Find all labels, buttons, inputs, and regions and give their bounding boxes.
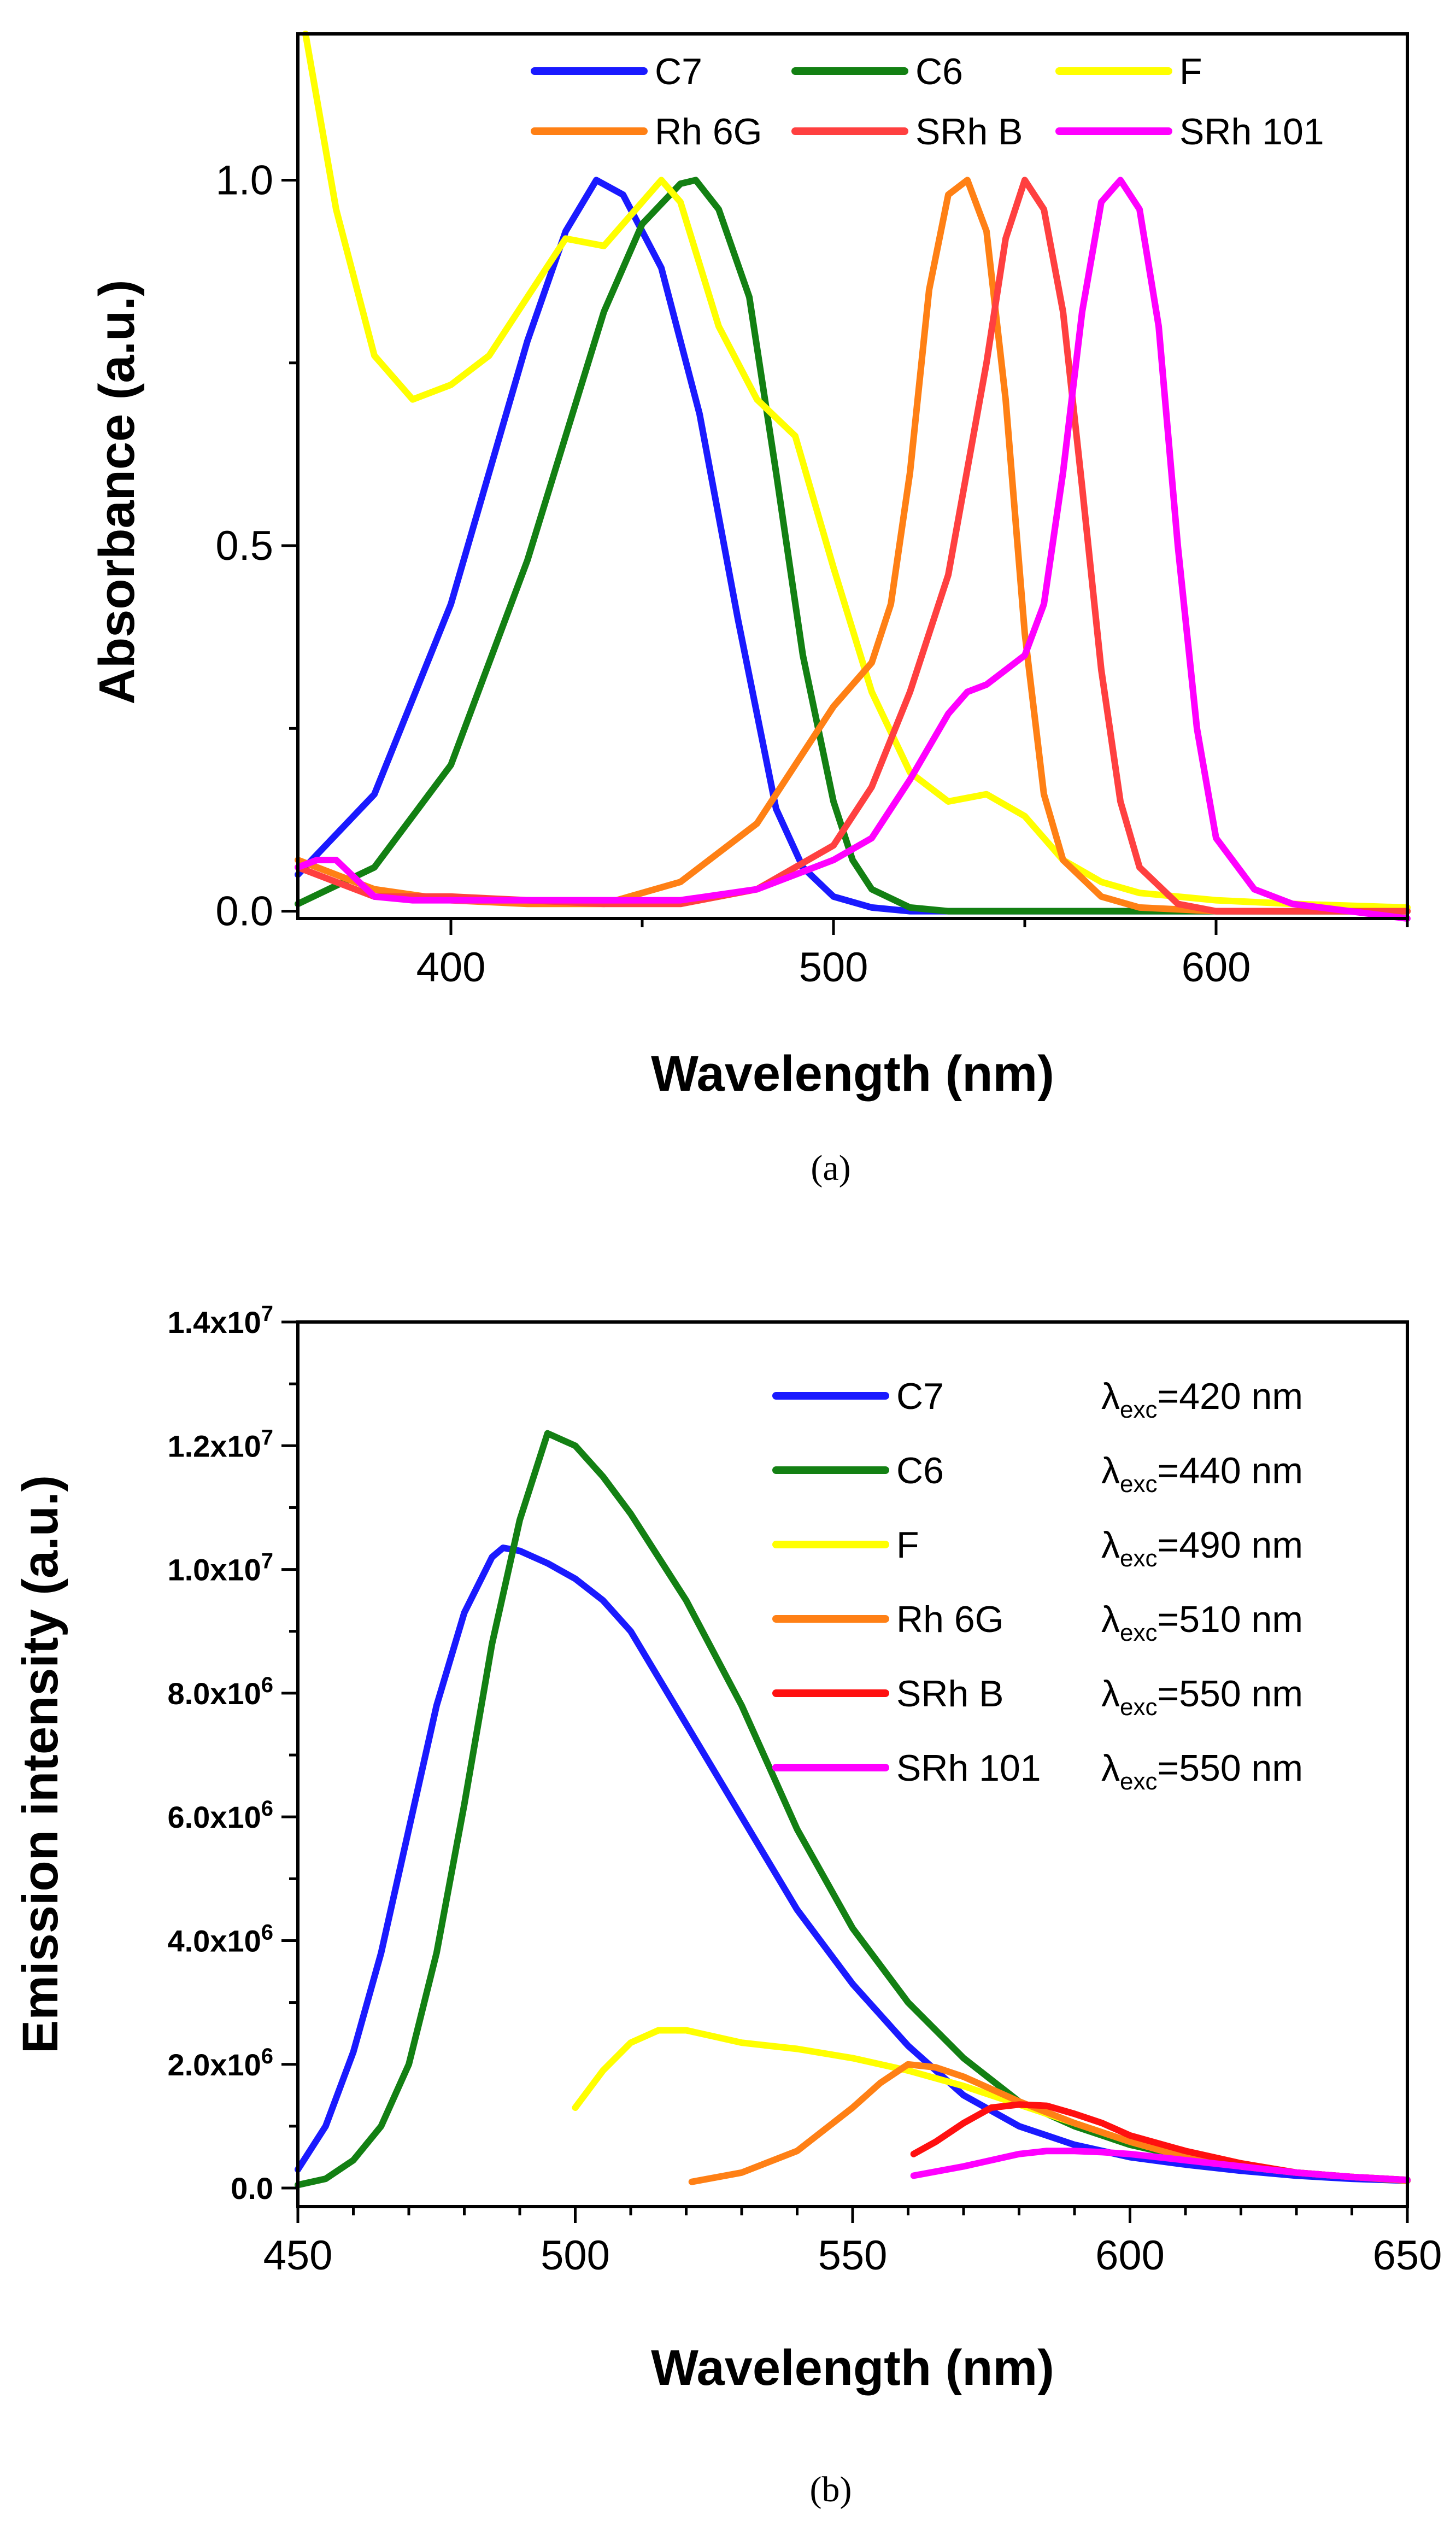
chart-b-y-tick-label: 1.2x107 <box>167 1425 273 1463</box>
chart-b-series-srh-b <box>910 2101 1411 2184</box>
chart-b-legend: C7 λexc=420 nm C6 λexc=440 nm F λexc=490 nm Rh… <box>772 1376 1303 1795</box>
chart-b-y-tick-label: 1.0x107 <box>167 1549 273 1587</box>
chart-a-panel-label: (a) <box>811 1148 850 1188</box>
chart-b-legend-label: SRh 101 <box>896 1747 1041 1789</box>
chart-b-legend-excitation: λexc=420 nm <box>1101 1376 1303 1423</box>
chart-b-y-title: Emission intensity (a.u.) <box>13 1475 68 2054</box>
chart-b-y-tick-label: 4.0x106 <box>167 1920 273 1958</box>
chart-b-series-srh-101 <box>910 2148 1411 2184</box>
chart-a-frame <box>296 32 1409 920</box>
chart-a-series-srh-b <box>295 177 1411 915</box>
chart-b-series-c7 <box>295 1545 1411 2184</box>
chart-b-legend-label: SRh B <box>896 1673 1004 1715</box>
chart-a-y-tick-label: 0.5 <box>215 523 273 569</box>
chart-a-x-tick-label: 400 <box>416 944 486 991</box>
chart-b-x-tick-label: 450 <box>263 2232 333 2279</box>
chart-b-legend-label: F <box>896 1524 919 1566</box>
chart-b-y-tick-label: 2.0x106 <box>167 2044 273 2082</box>
chart-b-y-tick-label: 0.0 <box>231 2171 273 2206</box>
chart-a-series-group <box>295 31 1411 922</box>
chart-a-legend-label: Rh 6G <box>655 111 762 153</box>
chart-b: 450 500 550 600 650 0.0 2.0x106 4.0x106 6.0x106 8… <box>13 1302 1442 2510</box>
chart-b-x-tick-label: 650 <box>1373 2232 1442 2279</box>
chart-b-x-tick-label: 600 <box>1095 2232 1165 2279</box>
chart-b-legend-excitation: λexc=550 nm <box>1101 1673 1303 1721</box>
chart-a-ticks: 400 500 600 0.0 0.5 1.0 <box>215 157 1409 991</box>
chart-b-series-rh-6g <box>688 2061 1411 2185</box>
chart-a-series-rh-6g <box>295 177 1411 915</box>
chart-b-legend-label: C6 <box>896 1450 944 1491</box>
chart-a-y-tick-label: 0.0 <box>215 888 273 935</box>
chart-a-legend-label: SRh 101 <box>1179 111 1324 153</box>
chart-b-y-tick-label: 8.0x106 <box>167 1673 273 1711</box>
chart-b-x-title: Wavelength (nm) <box>651 2340 1054 2396</box>
chart-b-legend-excitation: λexc=440 nm <box>1101 1450 1303 1498</box>
chart-b-legend-excitation: λexc=510 nm <box>1101 1599 1303 1646</box>
chart-b-legend-excitation: λexc=490 nm <box>1101 1524 1303 1572</box>
chart-a-legend-label: SRh B <box>915 111 1023 153</box>
chart-a-x-tick-label: 600 <box>1182 944 1251 991</box>
chart-a-x-tick-label: 500 <box>799 944 868 991</box>
chart-a-series-f <box>302 31 1411 911</box>
chart-a-legend: C7 C6 F Rh 6G SRh B SRh 101 <box>531 51 1324 153</box>
chart-b-legend-excitation: λexc=550 nm <box>1101 1747 1303 1795</box>
chart-b-x-tick-label: 500 <box>541 2232 610 2279</box>
chart-b-series-group <box>295 1430 1411 2189</box>
chart-b-legend-label: Rh 6G <box>896 1599 1004 1640</box>
chart-b-legend-label: C7 <box>896 1376 944 1417</box>
chart-b-y-tick-label: 6.0x106 <box>167 1797 273 1834</box>
chart-b-y-tick-label: 1.4x107 <box>167 1302 273 1339</box>
chart-b-ticks: 450 500 550 600 650 0.0 2.0x106 4.0x106 6.0x106 8… <box>167 1302 1442 2279</box>
chart-a-legend-label: C7 <box>655 51 702 92</box>
chart-a-legend-label: C6 <box>915 51 963 92</box>
chart-a-y-tick-label: 1.0 <box>215 157 273 203</box>
chart-b-panel-label: (b) <box>810 2470 852 2510</box>
chart-a-series-c6 <box>295 177 1411 915</box>
chart-b-x-tick-label: 550 <box>818 2232 888 2279</box>
chart-a-series-srh-101 <box>295 177 1411 922</box>
chart-a: 400 500 600 0.0 0.5 1.0 Wavelength (nm) Absor… <box>89 31 1411 1188</box>
chart-a-series-c7 <box>295 177 1411 915</box>
chart-a-x-title: Wavelength (nm) <box>651 1046 1054 1102</box>
chart-a-y-title: Absorbance (a.u.) <box>89 279 145 704</box>
chart-a-legend-label: F <box>1179 51 1202 92</box>
